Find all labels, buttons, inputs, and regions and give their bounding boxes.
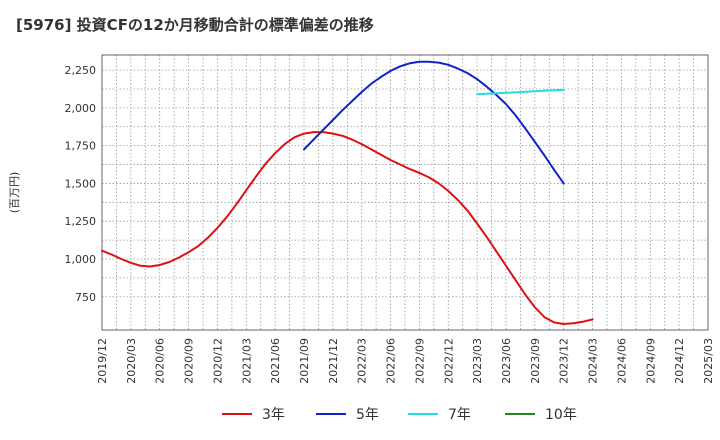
plot-border [101, 54, 709, 331]
y-axis-title: (百万円) [8, 172, 21, 214]
y-tick-label: 2,000 [65, 102, 97, 115]
series-line [476, 88, 565, 96]
x-tick-label: 2024/03 [587, 338, 600, 384]
y-tick-label: 1,750 [65, 140, 97, 153]
legend-label: 7年 [448, 407, 471, 423]
x-tick-label: 2021/03 [240, 338, 253, 384]
x-tick-label: 2023/03 [471, 338, 484, 384]
x-tick-label: 2022/09 [413, 338, 426, 384]
legend-label: 3年 [262, 407, 285, 423]
x-tick-label: 2020/12 [211, 338, 224, 384]
x-tick-label: 2024/12 [673, 338, 686, 384]
x-tick-label: 2019/12 [96, 338, 109, 384]
y-tick-label: 1,500 [65, 177, 97, 190]
x-tick-label: 2022/03 [356, 338, 369, 384]
x-tick-label: 2021/09 [298, 338, 311, 384]
x-tick-label: 2020/09 [183, 338, 196, 384]
x-tick-label: 2021/12 [327, 338, 340, 384]
x-tick-label: 2020/03 [125, 338, 138, 384]
legend-label: 10年 [545, 407, 577, 423]
x-tick-label: 2020/06 [154, 338, 167, 384]
y-tick-label: 1,250 [65, 215, 97, 228]
y-tick-label: 2,250 [65, 64, 97, 77]
x-tick-label: 2021/06 [269, 338, 282, 384]
series-line [101, 131, 594, 325]
x-tick-label: 2023/09 [529, 338, 542, 384]
series-line [303, 60, 565, 185]
x-tick-label: 2023/12 [558, 338, 571, 384]
y-tick-label: 750 [75, 291, 96, 304]
legend-label: 5年 [356, 407, 379, 423]
x-tick-label: 2025/03 [702, 338, 715, 384]
x-tick-label: 2022/06 [385, 338, 398, 384]
chart-title: [5976] 投資CFの12か月移動合計の標準偏差の推移 [16, 16, 374, 34]
x-tick-label: 2024/09 [644, 338, 657, 384]
x-tick-label: 2024/06 [615, 338, 628, 384]
x-tick-label: 2022/12 [442, 338, 455, 384]
x-tick-label: 2023/06 [500, 338, 513, 384]
y-tick-label: 1,000 [65, 253, 97, 266]
